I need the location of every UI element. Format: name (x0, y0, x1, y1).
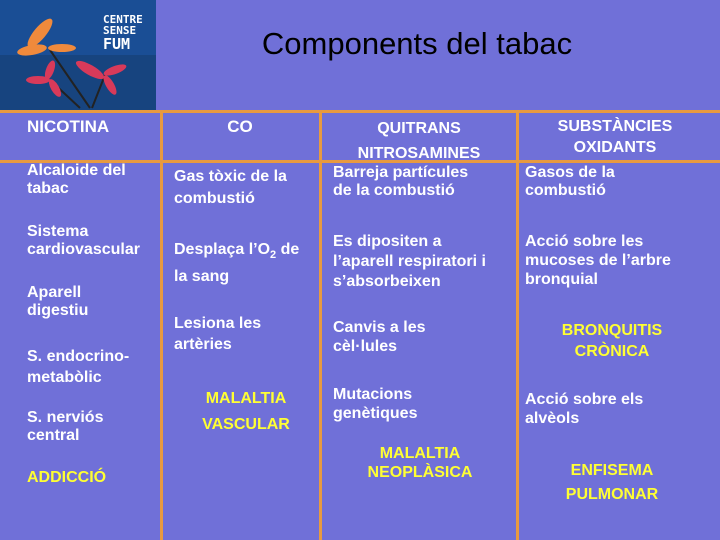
header-quitrans: QUITRANS NITROSAMINES (357, 120, 481, 162)
nicotina-item: S. nerviós central (27, 409, 104, 444)
nicotina-item: S. endocrino- metabòlic (27, 348, 130, 386)
nicotina-item: Sistema cardiovascular (27, 223, 140, 258)
logo-text: CENTRE SENSE FUM (103, 14, 143, 52)
co-highlight: MALALTIA VASCULAR (202, 390, 290, 433)
grid-line-header (0, 160, 720, 163)
grid-line-top (0, 110, 720, 113)
quitrans-highlight: MALALTIA NEOPLÀSICA (367, 445, 473, 481)
header-oxidants: SUBSTÀNCIES OXIDANTS (557, 118, 673, 156)
header-nicotina: NICOTINA (27, 117, 110, 136)
quitrans-item: Mutacions genètiques (333, 386, 418, 422)
nicotina-item: Alcaloide del tabac (27, 162, 126, 197)
logo-line2: SENSE (103, 24, 137, 37)
co-item-text: de la sang (174, 241, 300, 286)
quitrans-item: Es dipositen a l’aparell respiratori i s… (333, 233, 486, 290)
oxidants-item: Acció sobre les mucoses de l’arbre bronq… (525, 233, 671, 288)
header-co: CO (227, 117, 253, 136)
grid-line-col2 (319, 110, 322, 540)
centre-sense-fum-logo: CENTRE SENSE FUM (0, 0, 156, 110)
quitrans-item: Barreja partícules de la combustió (333, 164, 469, 199)
grid-line-col3 (516, 110, 519, 540)
co-item: Lesiona les artèries (174, 315, 262, 353)
nicotina-item: Aparell digestiu (27, 284, 89, 319)
quitrans-item: Canvis a les cèl·lules (333, 319, 426, 355)
logo-line3: FUM (103, 35, 131, 53)
oxidants-item: Acció sobre els alvèols (525, 391, 644, 427)
co-item-subscript: 2 (270, 249, 277, 262)
oxidants-item: Gasos de la combustió (525, 164, 615, 199)
slide-title: Components del tabac (261, 26, 573, 61)
grid-line-col1 (160, 110, 163, 540)
nicotina-highlight: ADDICCIÓ (27, 469, 107, 486)
co-item-o2: Desplaça l’O2 de la sang (174, 239, 319, 288)
logo-line1: CENTRE (103, 13, 143, 26)
flowers-illustration (0, 18, 156, 110)
oxidants-highlight: ENFISEMA PULMONAR (565, 462, 659, 503)
co-item-text: Desplaça l’O (174, 241, 271, 258)
oxidants-highlight: BRONQUITIS CRÒNICA (561, 322, 663, 360)
co-item: Gas tòxic de la combustió (174, 168, 287, 207)
